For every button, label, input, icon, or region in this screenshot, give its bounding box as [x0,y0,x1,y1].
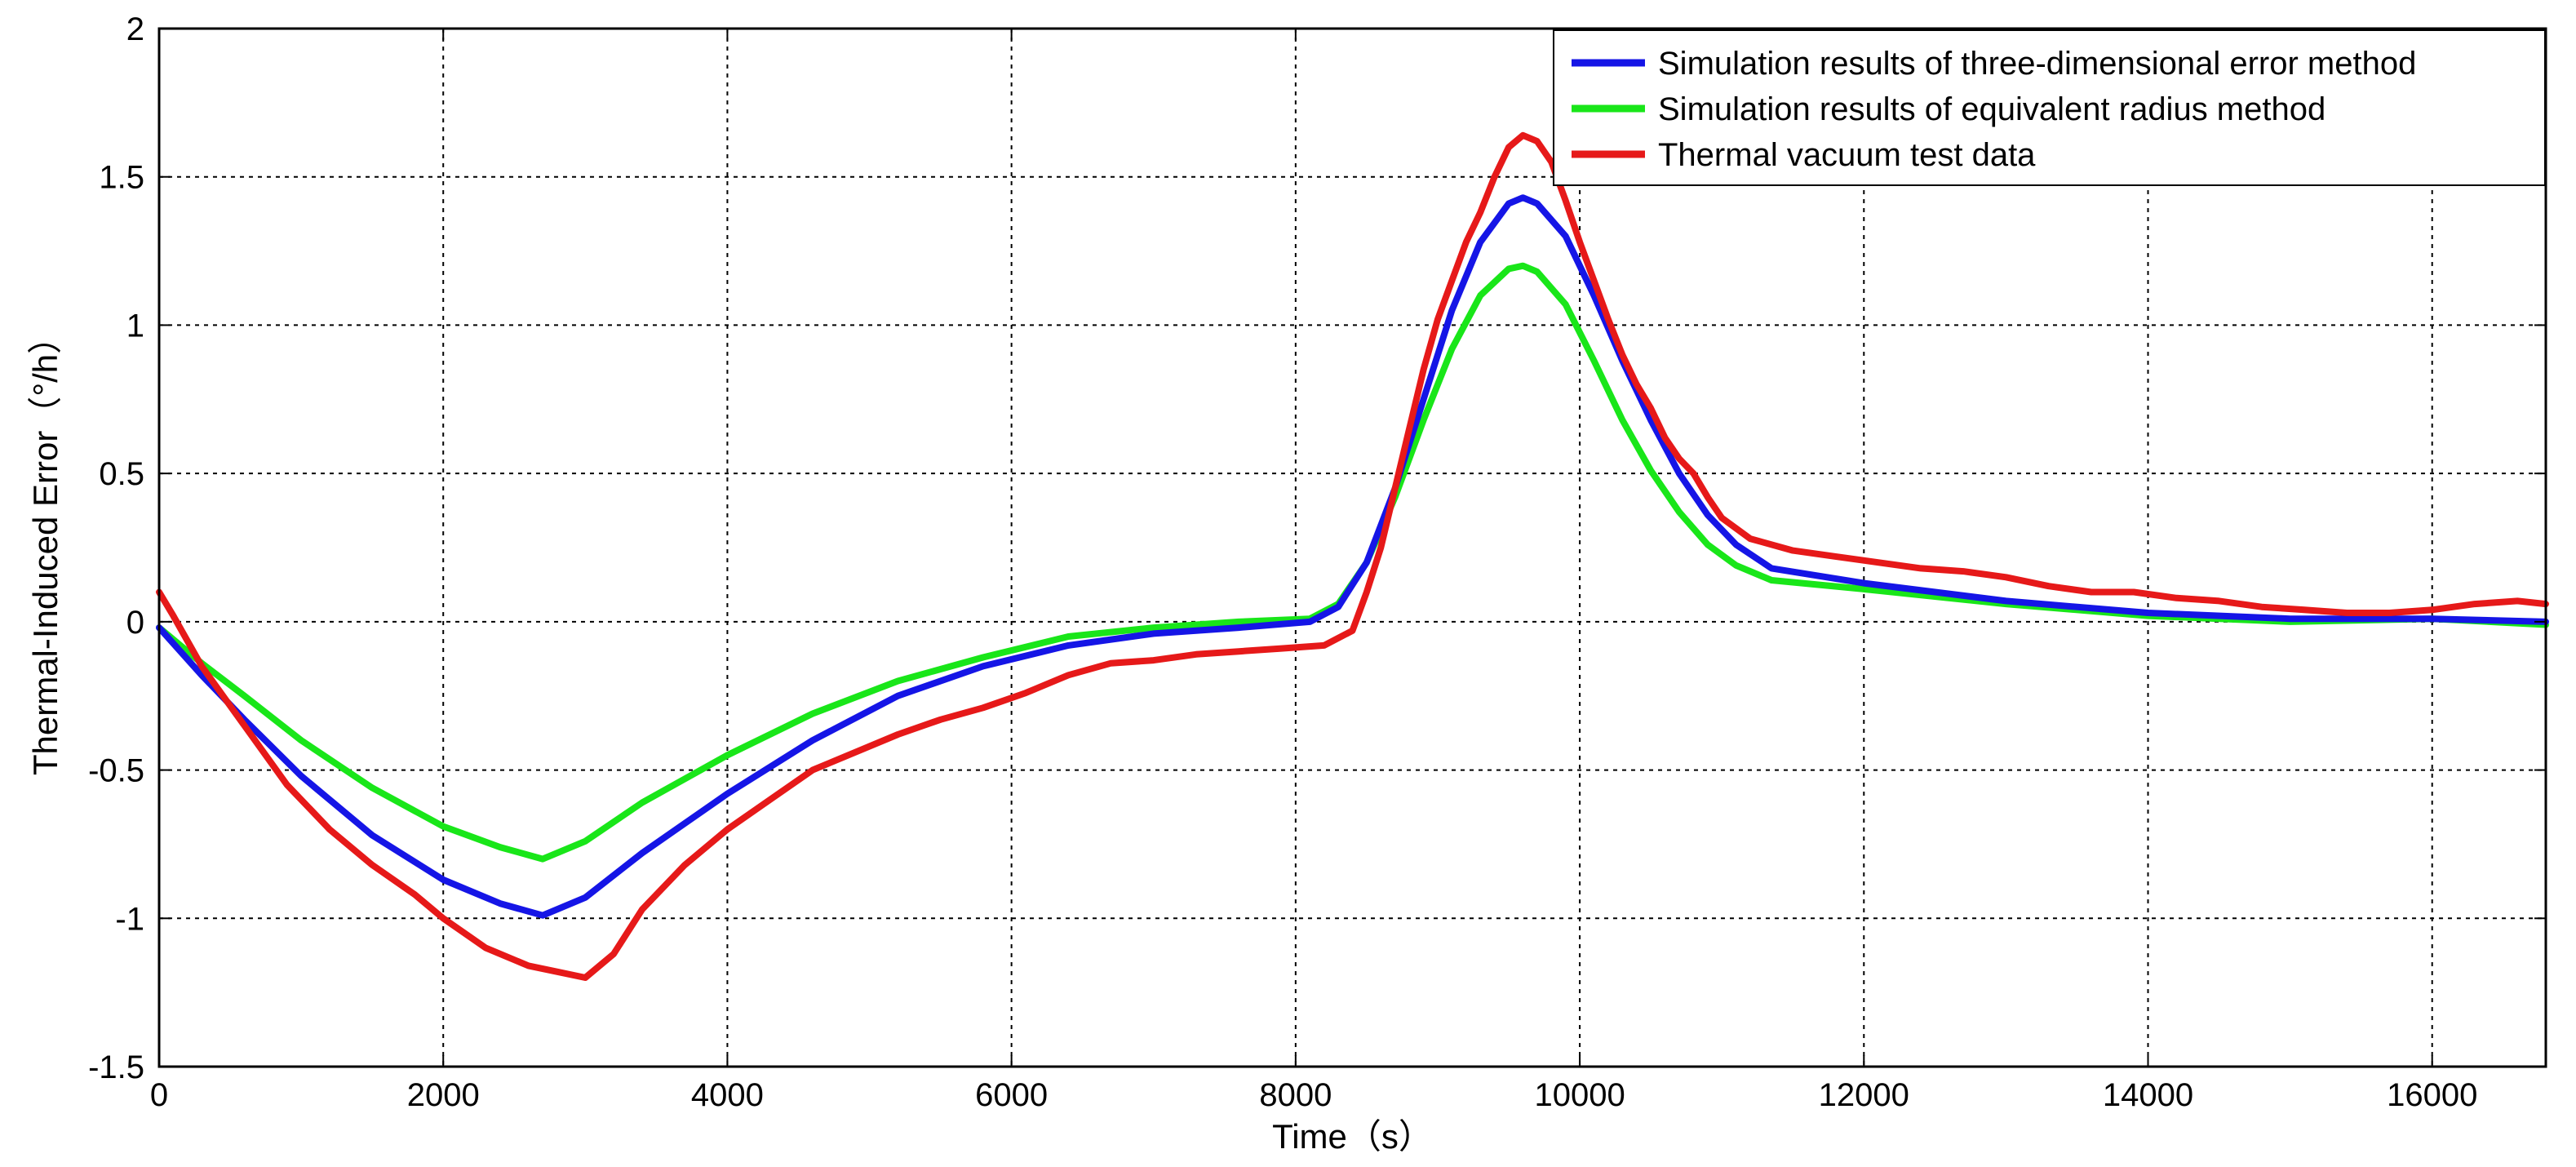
x-axis-label: Time（s） [1272,1117,1433,1156]
y-tick-label: -0.5 [88,753,144,789]
y-tick-label: 0.5 [99,456,144,492]
y-tick-label: -1 [115,901,144,937]
series-line-2 [156,131,2549,981]
grid [159,29,2546,1067]
x-tick-label: 10000 [1534,1077,1625,1113]
legend-label: Simulation results of equivalent radius … [1658,91,2325,127]
x-tick-label: 2000 [407,1077,480,1113]
y-tick-label: 1.5 [99,160,144,196]
y-tick-label: 0 [126,605,144,641]
legend-box [1553,29,2546,186]
series-layer [156,131,2549,981]
x-tick-label: 12000 [1819,1077,1909,1113]
y-tick-label: 1 [126,308,144,344]
x-tick-label: 0 [150,1077,168,1113]
x-tick-label: 8000 [1259,1077,1332,1113]
plot-frame [157,27,2547,1068]
tick-labels: 0 2000 4000 6000 8000 10000 12000 14000 16000 -1.… [88,11,2477,1113]
x-tick-label: 14000 [2103,1077,2193,1113]
x-tick-label: 4000 [691,1077,764,1113]
legend-label: Thermal vacuum test data [1658,137,2036,173]
y-tick-label: 2 [126,11,144,47]
y-tick-label: -1.5 [88,1049,144,1085]
legend-label: Simulation results of three-dimensional … [1658,46,2416,82]
legend: Simulation results of three-dimensional … [1553,29,2546,186]
x-tick-label: 6000 [975,1077,1048,1113]
x-tick-label: 16000 [2387,1077,2477,1113]
y-axis-label: Thermal-Induced Error（°/h） [26,320,64,775]
